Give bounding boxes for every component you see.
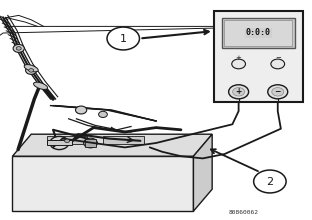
Text: +: + bbox=[236, 55, 241, 61]
Bar bbox=[47, 140, 72, 145]
Bar bbox=[214, 11, 303, 102]
Polygon shape bbox=[12, 134, 212, 156]
Bar bbox=[222, 18, 295, 48]
Circle shape bbox=[232, 59, 246, 69]
Bar bbox=[103, 136, 144, 144]
Circle shape bbox=[65, 139, 70, 143]
Circle shape bbox=[16, 47, 21, 50]
Circle shape bbox=[233, 88, 245, 96]
Circle shape bbox=[99, 111, 107, 117]
Text: −: − bbox=[275, 55, 281, 61]
Circle shape bbox=[84, 138, 97, 148]
Circle shape bbox=[268, 85, 288, 99]
Circle shape bbox=[76, 106, 87, 114]
Text: 1: 1 bbox=[120, 33, 127, 44]
Circle shape bbox=[26, 66, 37, 74]
Polygon shape bbox=[193, 134, 212, 211]
Circle shape bbox=[229, 85, 249, 99]
Text: +: + bbox=[236, 87, 242, 96]
Text: −: − bbox=[275, 87, 281, 96]
Circle shape bbox=[272, 88, 284, 96]
Circle shape bbox=[50, 136, 69, 150]
Circle shape bbox=[254, 170, 286, 193]
Bar bbox=[47, 136, 87, 144]
Bar bbox=[85, 139, 96, 147]
Circle shape bbox=[271, 59, 285, 69]
Bar bbox=[12, 156, 193, 211]
Circle shape bbox=[13, 44, 24, 52]
Text: 0:0:0: 0:0:0 bbox=[246, 28, 271, 37]
Bar bbox=[224, 20, 292, 46]
Text: 80860062: 80860062 bbox=[228, 209, 258, 214]
Ellipse shape bbox=[33, 82, 48, 90]
Circle shape bbox=[107, 27, 139, 50]
Text: 2: 2 bbox=[266, 176, 273, 187]
Ellipse shape bbox=[24, 64, 38, 72]
Circle shape bbox=[29, 69, 34, 72]
